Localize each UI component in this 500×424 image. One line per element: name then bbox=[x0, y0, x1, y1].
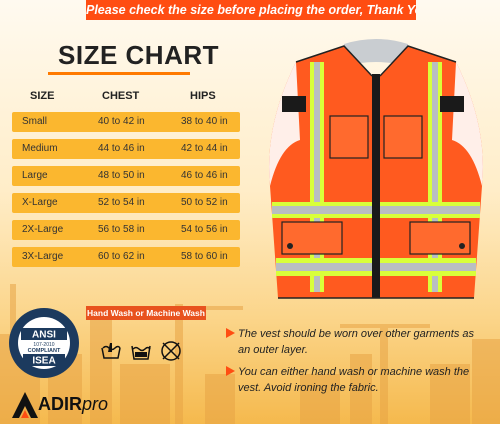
adirpro-logo-icon bbox=[12, 392, 38, 418]
size-chart-title: SIZE CHART bbox=[58, 40, 219, 70]
brand-suffix: pro bbox=[82, 394, 109, 414]
size-cell: 2X-Large bbox=[22, 224, 64, 235]
seal-year-text: 107-2010 bbox=[33, 342, 54, 348]
hips-cell: 38 to 40 in bbox=[181, 116, 228, 127]
chest-cell: 60 to 62 in bbox=[98, 251, 145, 262]
note-outer-layer: The vest should be worn over other garme… bbox=[226, 326, 488, 358]
size-row-x-large: X-Large 52 to 54 in 50 to 52 in bbox=[12, 193, 240, 213]
hips-column-header: HIPS bbox=[190, 90, 216, 102]
size-row-medium: Medium 44 to 46 in 42 to 44 in bbox=[12, 139, 240, 159]
size-cell: Medium bbox=[22, 143, 58, 154]
chest-cell: 48 to 50 in bbox=[98, 170, 145, 181]
chest-cell: 56 to 58 in bbox=[98, 224, 145, 235]
chest-cell: 40 to 42 in bbox=[98, 116, 145, 127]
size-row-small: Small 40 to 42 in 38 to 40 in bbox=[12, 112, 240, 132]
title-underline bbox=[48, 72, 190, 75]
hips-cell: 46 to 46 in bbox=[181, 170, 228, 181]
ansi-isea-seal-icon: ANSI 107-2010 COMPLIANT ISEA bbox=[9, 308, 79, 378]
size-row-3x-large: 3X-Large 60 to 62 in 58 to 60 in bbox=[12, 247, 240, 267]
machine-wash-icon bbox=[131, 345, 151, 360]
care-instructions-label: Hand Wash or Machine Wash bbox=[86, 306, 206, 320]
background-skyline bbox=[0, 284, 500, 424]
hips-cell: 50 to 52 in bbox=[181, 197, 228, 208]
bullet-arrow-icon bbox=[226, 366, 235, 376]
seal-isea-text: ISEA bbox=[32, 356, 55, 367]
size-cell: Small bbox=[22, 116, 48, 127]
size-cell: Large bbox=[22, 170, 48, 181]
chest-cell: 52 to 54 in bbox=[98, 197, 145, 208]
note-text: You can either hand wash or machine wash… bbox=[238, 366, 470, 394]
brand-name: ADIRpro bbox=[38, 394, 108, 415]
hand-wash-icon bbox=[101, 343, 121, 359]
seal-compliant-text: COMPLIANT bbox=[28, 348, 61, 354]
size-column-header: SIZE bbox=[30, 90, 55, 102]
safety-vest-image bbox=[269, 39, 483, 299]
brand-main: ADIR bbox=[38, 394, 82, 414]
do-not-iron-icon bbox=[161, 341, 181, 361]
note-washing: You can either hand wash or machine wash… bbox=[226, 364, 488, 396]
chest-column-header: CHEST bbox=[102, 90, 140, 102]
size-cell: X-Large bbox=[22, 197, 58, 208]
note-text: The vest should be worn over other garme… bbox=[238, 328, 475, 356]
size-row-large: Large 48 to 50 in 46 to 46 in bbox=[12, 166, 240, 186]
hips-cell: 54 to 56 in bbox=[181, 224, 228, 235]
hips-cell: 42 to 44 in bbox=[181, 143, 228, 154]
hips-cell: 58 to 60 in bbox=[181, 251, 228, 262]
seal-ansi-text: ANSI bbox=[32, 330, 56, 341]
size-cell: 3X-Large bbox=[22, 251, 64, 262]
order-notice-banner: Please check the size before placing the… bbox=[86, 0, 416, 20]
bullet-arrow-icon bbox=[226, 328, 235, 338]
chest-cell: 44 to 46 in bbox=[98, 143, 145, 154]
size-row-2x-large: 2X-Large 56 to 58 in 54 to 56 in bbox=[12, 220, 240, 240]
